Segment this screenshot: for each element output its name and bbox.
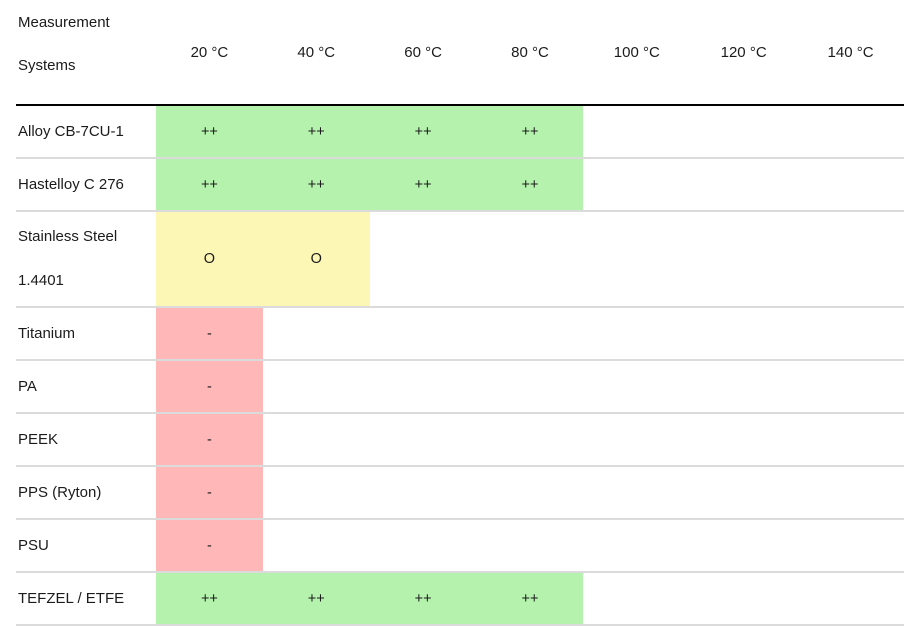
empty-cell [797, 211, 904, 308]
rating-cell: - [156, 466, 263, 520]
material-label: TEFZEL / ETFE [16, 572, 156, 626]
rating-cell: - [156, 519, 263, 573]
empty-cell [369, 211, 477, 308]
empty-cell [476, 466, 584, 520]
empty-cell [369, 307, 477, 361]
rating-cell: ++ [156, 572, 263, 626]
empty-cell [797, 413, 904, 467]
rating-cell: O [156, 211, 263, 308]
table-body: Alloy CB-7CU-1 ++ ++ ++ ++ Hastelloy C 276 ++ +… [16, 105, 904, 626]
empty-cell [690, 519, 798, 573]
rating-cell: ++ [476, 105, 584, 159]
rating-cell: ++ [262, 572, 370, 626]
rating-cell: ++ [369, 105, 477, 159]
rating-cell: ++ [476, 158, 584, 212]
empty-cell [262, 360, 370, 414]
material-label: PEEK [16, 413, 156, 467]
rating-cell: - [156, 360, 263, 414]
rating-cell: ++ [476, 572, 584, 626]
empty-cell [476, 211, 584, 308]
column-header-60c: 60 °C [369, 0, 477, 106]
empty-cell [476, 360, 584, 414]
material-compatibility-table: Measurement Systems 20 °C 40 °C 60 °C 80 °C… [16, 0, 904, 626]
empty-cell [369, 413, 477, 467]
rating-cell: ++ [262, 158, 370, 212]
corner-label-line-1: Measurement [18, 14, 110, 31]
empty-cell [583, 519, 691, 573]
empty-cell [583, 105, 691, 159]
empty-cell [369, 360, 477, 414]
empty-cell [690, 466, 798, 520]
empty-cell [262, 466, 370, 520]
material-label: Stainless Steel 1.4401 [16, 211, 156, 308]
empty-cell [690, 105, 798, 159]
rating-cell: - [156, 413, 263, 467]
column-header-20c: 20 °C [156, 0, 263, 106]
corner-header: Measurement Systems [16, 0, 156, 106]
material-label: PA [16, 360, 156, 414]
empty-cell [262, 413, 370, 467]
table-row: PPS (Ryton) - [16, 466, 904, 520]
empty-cell [583, 158, 691, 212]
empty-cell [690, 360, 798, 414]
material-label: Titanium [16, 307, 156, 361]
material-label: PSU [16, 519, 156, 573]
empty-cell [583, 466, 691, 520]
corner-label-line-2: Systems [18, 57, 76, 74]
rating-cell: ++ [156, 158, 263, 212]
column-header-40c: 40 °C [262, 0, 370, 106]
empty-cell [369, 466, 477, 520]
empty-cell [797, 519, 904, 573]
column-header-100c: 100 °C [583, 0, 691, 106]
column-header-120c: 120 °C [690, 0, 798, 106]
empty-cell [690, 211, 798, 308]
material-label: Hastelloy C 276 [16, 158, 156, 212]
empty-cell [690, 158, 798, 212]
rating-cell: ++ [262, 105, 370, 159]
table-row: PSU - [16, 519, 904, 573]
empty-cell [797, 360, 904, 414]
empty-cell [262, 307, 370, 361]
empty-cell [690, 307, 798, 361]
table-row: PEEK - [16, 413, 904, 467]
rating-cell: ++ [156, 105, 263, 159]
header-row: Measurement Systems 20 °C 40 °C 60 °C 80 °C… [16, 0, 904, 106]
table-row: PA - [16, 360, 904, 414]
empty-cell [476, 307, 584, 361]
rating-cell: O [262, 211, 370, 308]
table-row: Alloy CB-7CU-1 ++ ++ ++ ++ [16, 105, 904, 159]
table-row: Hastelloy C 276 ++ ++ ++ ++ [16, 158, 904, 212]
empty-cell [797, 158, 904, 212]
rating-cell: ++ [369, 158, 477, 212]
empty-cell [476, 413, 584, 467]
column-header-140c: 140 °C [797, 0, 904, 106]
table-row: TEFZEL / ETFE ++ ++ ++ ++ [16, 572, 904, 626]
empty-cell [476, 519, 584, 573]
empty-cell [690, 413, 798, 467]
empty-cell [797, 572, 904, 626]
empty-cell [262, 519, 370, 573]
empty-cell [583, 572, 691, 626]
empty-cell [583, 307, 691, 361]
rating-cell: - [156, 307, 263, 361]
column-header-80c: 80 °C [476, 0, 584, 106]
empty-cell [690, 572, 798, 626]
empty-cell [583, 211, 691, 308]
empty-cell [797, 105, 904, 159]
table-row: Titanium - [16, 307, 904, 361]
empty-cell [369, 519, 477, 573]
empty-cell [583, 360, 691, 414]
empty-cell [797, 307, 904, 361]
table-row: Stainless Steel 1.4401 O O [16, 211, 904, 308]
material-label: PPS (Ryton) [16, 466, 156, 520]
empty-cell [797, 466, 904, 520]
rating-cell: ++ [369, 572, 477, 626]
material-label: Alloy CB-7CU-1 [16, 105, 156, 159]
empty-cell [583, 413, 691, 467]
